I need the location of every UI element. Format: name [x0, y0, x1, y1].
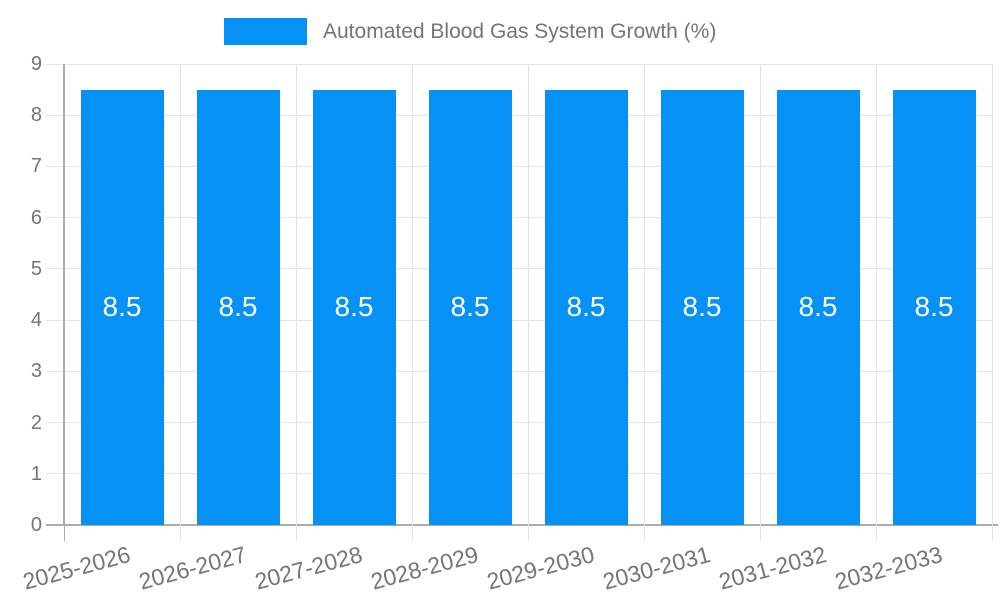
x-axis-tick	[643, 525, 645, 541]
x-axis-tick	[759, 525, 761, 541]
y-axis-line	[63, 64, 65, 525]
y-tick-label: 2	[30, 411, 42, 434]
bar-value-label: 8.5	[914, 291, 954, 323]
gridline-horizontal	[46, 319, 992, 321]
bar-value-label: 8.5	[334, 291, 374, 323]
gridline-vertical	[991, 64, 993, 525]
y-tick-label: 7	[30, 155, 42, 178]
gridline-horizontal	[46, 114, 992, 116]
gridline-horizontal	[46, 165, 992, 167]
gridline-vertical	[179, 64, 181, 525]
bar: 8.5	[892, 89, 976, 525]
y-tick-label: 3	[30, 360, 42, 383]
gridline-horizontal	[46, 473, 992, 475]
bar: 8.5	[776, 89, 860, 525]
bar: 8.5	[428, 89, 512, 525]
x-axis-tick	[63, 525, 65, 541]
bar: 8.5	[80, 89, 164, 525]
bar-value-label: 8.5	[102, 291, 142, 323]
gridline-vertical	[527, 64, 529, 525]
y-tick-label: 4	[30, 309, 42, 332]
x-axis-tick	[991, 525, 993, 541]
bar: 8.5	[312, 89, 396, 525]
gridline-horizontal	[46, 422, 992, 424]
x-axis-tick	[411, 525, 413, 541]
legend-label: Automated Blood Gas System Growth (%)	[323, 20, 717, 43]
y-tick-label: 8	[30, 104, 42, 127]
y-tick-label: 6	[30, 206, 42, 229]
y-tick-label: 1	[30, 462, 42, 485]
x-axis-tick	[875, 525, 877, 541]
gridline-vertical	[643, 64, 645, 525]
y-tick-label: 0	[30, 514, 42, 536]
x-axis-tick	[179, 525, 181, 541]
gridline-vertical	[875, 64, 877, 525]
bar: 8.5	[544, 89, 628, 525]
legend-swatch	[224, 18, 307, 45]
bar-value-label: 8.5	[682, 291, 722, 323]
gridline-horizontal	[46, 268, 992, 270]
gridline-vertical	[411, 64, 413, 525]
bar-value-label: 8.5	[566, 291, 606, 323]
bar-value-label: 8.5	[218, 291, 258, 323]
legend: Automated Blood Gas System Growth (%)	[224, 18, 716, 45]
x-axis-tick	[527, 525, 529, 541]
bar: 8.5	[660, 89, 744, 525]
gridline-vertical	[759, 64, 761, 525]
y-tick-label: 9	[30, 53, 42, 75]
x-axis-baseline	[46, 524, 998, 526]
bar-value-label: 8.5	[798, 291, 838, 323]
bar-value-label: 8.5	[450, 291, 490, 323]
gridline-vertical	[295, 64, 297, 525]
gridline-horizontal	[46, 217, 992, 219]
x-axis-tick	[295, 525, 297, 541]
y-tick-label: 5	[30, 257, 42, 280]
gridline-horizontal	[46, 63, 992, 65]
gridline-horizontal	[46, 370, 992, 372]
bar: 8.5	[196, 89, 280, 525]
